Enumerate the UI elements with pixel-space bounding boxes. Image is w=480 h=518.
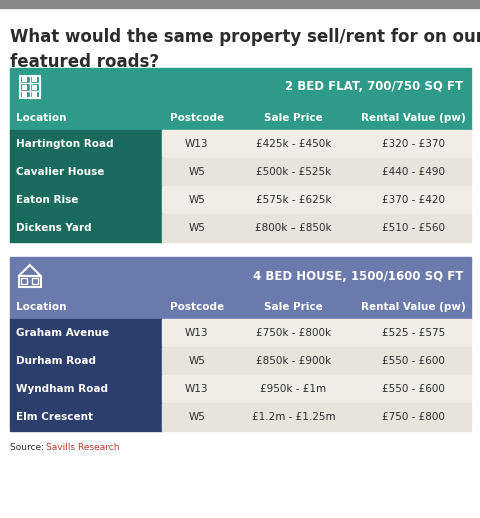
Text: Eaton Rise: Eaton Rise: [16, 195, 78, 205]
Text: £370 - £420: £370 - £420: [381, 195, 444, 205]
Bar: [162, 375, 470, 403]
Text: Sale Price: Sale Price: [264, 302, 322, 312]
Text: £850k - £900k: £850k - £900k: [255, 356, 330, 366]
Text: Graham Avenue: Graham Avenue: [16, 328, 109, 338]
Text: Wyndham Road: Wyndham Road: [16, 384, 108, 394]
Bar: [10, 106, 470, 130]
Bar: [10, 295, 470, 319]
Text: W5: W5: [188, 412, 204, 422]
Text: W5: W5: [188, 356, 204, 366]
Text: Location: Location: [16, 113, 66, 123]
Bar: [21, 278, 27, 284]
Text: 4 BED HOUSE, 1500/1600 SQ FT: 4 BED HOUSE, 1500/1600 SQ FT: [252, 269, 462, 282]
Text: What would the same property sell/rent for on our
featured roads?: What would the same property sell/rent f…: [10, 28, 480, 71]
Bar: [32, 278, 38, 284]
Text: Postcode: Postcode: [169, 302, 223, 312]
Bar: [10, 375, 162, 403]
Text: Dickens Yard: Dickens Yard: [16, 223, 91, 233]
Text: Savills Research: Savills Research: [46, 443, 119, 452]
Bar: [20, 76, 40, 98]
Text: Sale Price: Sale Price: [264, 113, 322, 123]
Text: £510 - £560: £510 - £560: [381, 223, 444, 233]
Bar: [22, 77, 27, 82]
Text: Rental Value (pw): Rental Value (pw): [360, 113, 465, 123]
Bar: [22, 92, 27, 97]
Text: £575k - £625k: £575k - £625k: [255, 195, 331, 205]
Text: £425k - £450k: £425k - £450k: [255, 139, 331, 149]
Text: £800k – £850k: £800k – £850k: [255, 223, 331, 233]
Bar: [162, 186, 470, 214]
Bar: [0, 0, 480, 8]
Text: Hartington Road: Hartington Road: [16, 139, 113, 149]
Bar: [162, 158, 470, 186]
Text: Elm Crescent: Elm Crescent: [16, 412, 93, 422]
Text: £750k - £800k: £750k - £800k: [255, 328, 330, 338]
Text: W13: W13: [185, 328, 208, 338]
Text: £440 - £490: £440 - £490: [381, 167, 444, 177]
Text: W5: W5: [188, 167, 204, 177]
Text: £1.2m - £1.25m: £1.2m - £1.25m: [251, 412, 335, 422]
Text: Location: Location: [16, 302, 66, 312]
Text: 2 BED FLAT, 700/750 SQ FT: 2 BED FLAT, 700/750 SQ FT: [284, 80, 462, 94]
Text: £500k - £525k: £500k - £525k: [255, 167, 330, 177]
Bar: [32, 92, 37, 97]
Text: £320 - £370: £320 - £370: [381, 139, 444, 149]
Text: £550 - £600: £550 - £600: [381, 356, 444, 366]
Bar: [162, 130, 470, 158]
Bar: [10, 214, 162, 242]
Bar: [162, 319, 470, 347]
Bar: [19, 276, 41, 287]
Bar: [162, 347, 470, 375]
Text: Postcode: Postcode: [169, 113, 223, 123]
Text: W13: W13: [185, 384, 208, 394]
Text: W5: W5: [188, 223, 204, 233]
Text: W5: W5: [188, 195, 204, 205]
Bar: [10, 130, 162, 158]
Bar: [32, 84, 37, 90]
Bar: [10, 319, 162, 347]
Text: £950k - £1m: £950k - £1m: [260, 384, 326, 394]
Bar: [10, 68, 470, 106]
Text: Cavalier House: Cavalier House: [16, 167, 104, 177]
Bar: [162, 403, 470, 431]
Bar: [22, 84, 27, 90]
Bar: [10, 347, 162, 375]
Bar: [162, 214, 470, 242]
Bar: [10, 257, 470, 295]
Text: Source:: Source:: [10, 443, 47, 452]
Text: W13: W13: [185, 139, 208, 149]
Bar: [32, 77, 37, 82]
Bar: [10, 158, 162, 186]
Text: £750 - £800: £750 - £800: [381, 412, 444, 422]
Bar: [10, 186, 162, 214]
Text: £550 - £600: £550 - £600: [381, 384, 444, 394]
Text: Rental Value (pw): Rental Value (pw): [360, 302, 465, 312]
Bar: [10, 403, 162, 431]
Text: Durham Road: Durham Road: [16, 356, 96, 366]
Text: £525 - £575: £525 - £575: [381, 328, 444, 338]
